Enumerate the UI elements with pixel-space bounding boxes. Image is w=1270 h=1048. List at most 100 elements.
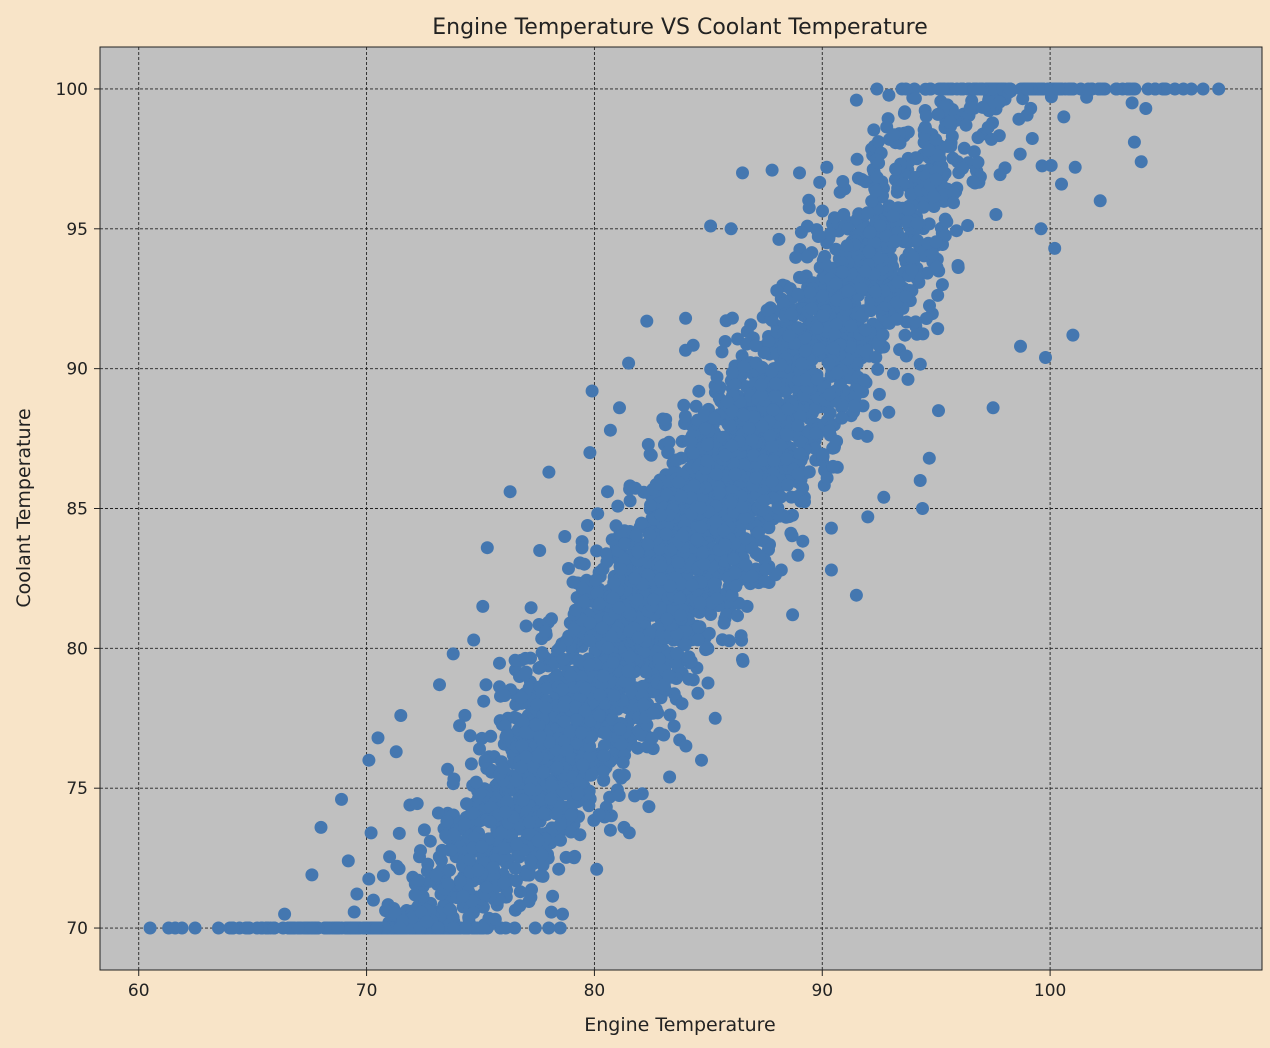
data-point-cloud bbox=[737, 408, 751, 422]
data-point-cloud bbox=[772, 232, 786, 246]
data-point-cloud bbox=[697, 408, 711, 422]
data-point-cloud bbox=[782, 329, 796, 343]
data-point-cloud bbox=[887, 128, 901, 142]
data-point-cloud bbox=[578, 704, 592, 718]
data-point-cloud bbox=[710, 592, 724, 606]
x-tick-label: 80 bbox=[584, 981, 606, 1001]
data-point-cloud bbox=[769, 377, 782, 391]
data-point-cloud bbox=[539, 701, 553, 715]
data-point-cloud bbox=[760, 303, 774, 317]
data-point bbox=[786, 608, 800, 622]
data-point-cloud bbox=[959, 118, 973, 132]
data-point-cloud bbox=[575, 581, 589, 595]
data-point-cloud bbox=[993, 168, 1007, 182]
data-point-cloud bbox=[989, 208, 1003, 221]
data-point-cloud bbox=[463, 729, 477, 743]
data-point-cloud bbox=[823, 388, 836, 402]
data-point-cloud bbox=[694, 520, 708, 534]
data-point-cloud bbox=[784, 307, 798, 321]
data-point-cloud bbox=[614, 737, 628, 751]
data-point-cloud bbox=[694, 501, 708, 515]
data-point-cloud bbox=[754, 378, 768, 392]
data-point-cloud bbox=[929, 133, 942, 146]
data-point bbox=[603, 823, 617, 837]
data-point bbox=[824, 521, 838, 535]
data-point bbox=[824, 563, 838, 577]
data-point-cloud bbox=[456, 889, 470, 903]
data-point-cloud bbox=[168, 921, 182, 935]
data-point-cloud bbox=[779, 452, 793, 466]
data-point-cloud bbox=[725, 484, 739, 498]
data-point-cloud bbox=[937, 188, 951, 202]
data-point-cloud bbox=[901, 372, 915, 386]
data-point-cloud bbox=[557, 699, 571, 713]
data-point-cloud bbox=[411, 873, 425, 887]
data-point-cloud bbox=[873, 219, 887, 232]
data-point-cloud bbox=[763, 429, 777, 443]
data-points bbox=[143, 82, 1226, 935]
data-point bbox=[861, 510, 875, 524]
data-point-cloud bbox=[808, 402, 822, 416]
data-point-cloud bbox=[532, 661, 546, 675]
data-point-cloud bbox=[657, 728, 671, 742]
data-point-cloud bbox=[747, 410, 761, 424]
data-point-cloud bbox=[781, 402, 795, 416]
data-point-cloud bbox=[346, 921, 360, 935]
data-point-cloud bbox=[577, 595, 591, 609]
data-point-cloud bbox=[597, 669, 610, 683]
data-point-cloud bbox=[823, 424, 837, 438]
data-point-cloud bbox=[536, 869, 550, 883]
data-point-cloud bbox=[813, 175, 827, 189]
data-point-cloud bbox=[1013, 147, 1027, 161]
data-point-cloud bbox=[519, 750, 533, 764]
data-point bbox=[603, 423, 617, 437]
data-point-cloud bbox=[718, 448, 732, 462]
data-point-cloud bbox=[684, 491, 698, 505]
data-point-cloud bbox=[564, 669, 578, 683]
data-point bbox=[335, 792, 348, 806]
data-point-cloud bbox=[812, 229, 826, 243]
data-point-cloud bbox=[717, 616, 731, 630]
data-point-cloud bbox=[793, 447, 807, 460]
data-point-cloud bbox=[443, 903, 457, 917]
data-point-cloud bbox=[447, 772, 461, 786]
data-point-cloud bbox=[728, 378, 742, 392]
data-point-cloud bbox=[417, 823, 431, 837]
data-point-cloud bbox=[522, 827, 536, 841]
data-point bbox=[366, 893, 380, 907]
data-point bbox=[590, 862, 604, 876]
data-point-cloud bbox=[669, 647, 683, 661]
data-point-cloud bbox=[539, 625, 553, 639]
data-point-cloud bbox=[641, 568, 655, 582]
data-point-cloud bbox=[431, 921, 445, 935]
y-ticks: 70 75 80 85 90 95 100 bbox=[56, 80, 100, 939]
data-point bbox=[1125, 96, 1139, 110]
data-point-cloud bbox=[947, 196, 960, 210]
data-point-cloud bbox=[961, 219, 975, 232]
data-point-cloud bbox=[765, 364, 779, 378]
x-tick-label: 70 bbox=[356, 981, 378, 1001]
data-point-cloud bbox=[408, 888, 422, 902]
data-point-cloud bbox=[667, 719, 681, 733]
data-point-cloud bbox=[542, 921, 556, 935]
data-point-cloud bbox=[950, 224, 963, 238]
data-point bbox=[143, 921, 157, 935]
data-point-cloud bbox=[250, 921, 264, 935]
data-point-cloud bbox=[459, 921, 473, 935]
data-point-cloud bbox=[471, 863, 485, 877]
data-point-cloud bbox=[720, 395, 734, 409]
data-point-cloud bbox=[642, 800, 656, 814]
data-point-cloud bbox=[458, 817, 472, 831]
data-point-cloud bbox=[392, 826, 406, 840]
data-point-cloud bbox=[752, 549, 766, 562]
chart-title: Engine Temperature VS Coolant Temperatur… bbox=[432, 15, 928, 40]
data-point-cloud bbox=[574, 726, 588, 740]
data-point-cloud bbox=[1176, 82, 1190, 96]
data-point-cloud bbox=[674, 608, 688, 622]
data-point-cloud bbox=[631, 545, 645, 559]
data-point-cloud bbox=[919, 109, 933, 123]
data-point bbox=[433, 678, 446, 692]
data-point bbox=[446, 647, 460, 661]
data-point-cloud bbox=[868, 285, 882, 299]
data-point-cloud bbox=[697, 557, 711, 571]
